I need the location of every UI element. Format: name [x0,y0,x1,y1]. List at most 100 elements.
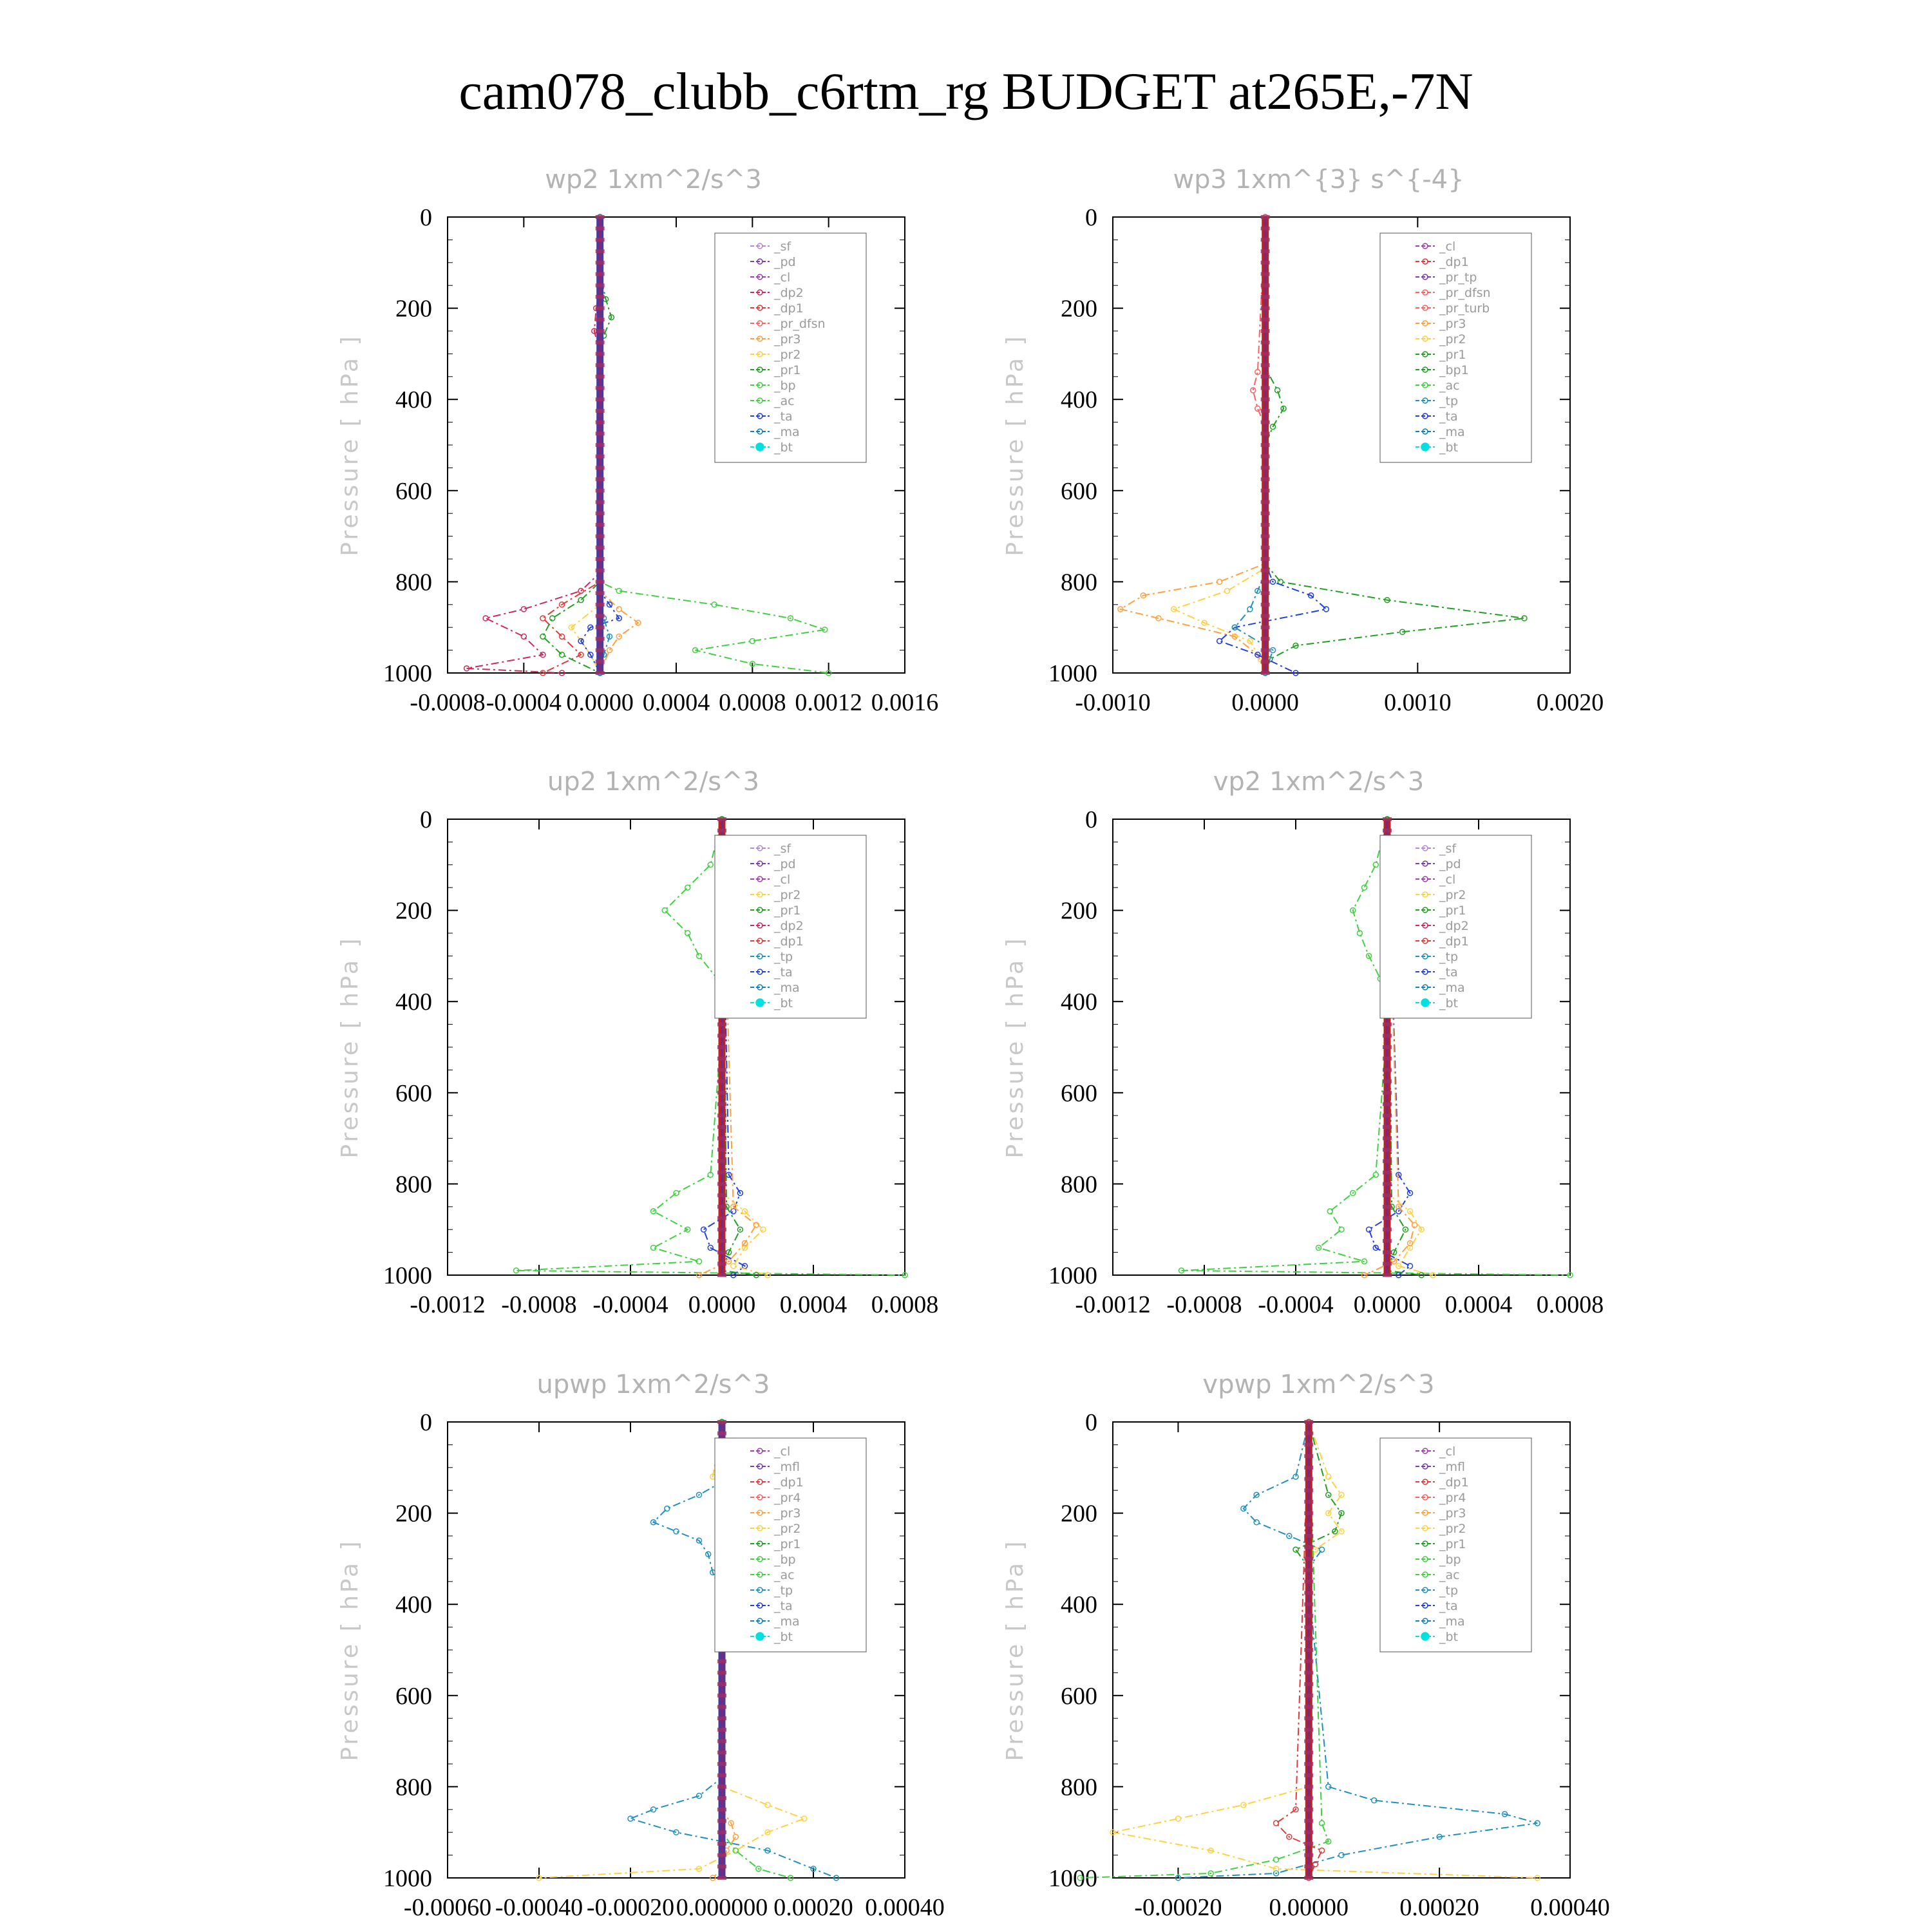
series-line [1275,1421,1323,1879]
legend-label: _bp [773,1553,796,1567]
zero-profile-marker [1260,294,1270,299]
data-point [1307,592,1314,599]
legend-box [1379,232,1532,463]
legend-marker [1422,907,1428,913]
legend-box [714,835,867,1019]
data-point [696,1272,703,1278]
legend-label: _dp1 [1439,934,1469,949]
data-point [1567,1272,1573,1278]
legend-label: _ta [1439,410,1458,424]
data-point [1269,647,1276,654]
legend-marker [1422,336,1428,342]
data-point [627,1815,634,1822]
data-point [1255,368,1261,375]
zero-profile-marker [1383,828,1392,833]
zero-profile-marker [717,1204,726,1209]
y-tick-label: 800 [1061,1774,1097,1801]
data-point [650,1519,657,1526]
legend-marker [757,305,763,311]
data-point [1406,1240,1414,1247]
data-point [578,638,584,645]
zero-profile-marker [717,1671,726,1675]
zero-profile-marker [1260,420,1270,424]
zero-profile-marker [595,568,605,573]
zero-profile-marker [717,1773,726,1777]
zero-profile-marker [1383,1034,1392,1038]
y-tick-label: 0 [420,806,432,833]
zero-profile-marker [1304,1648,1314,1652]
zero-profile-marker [717,1750,726,1755]
data-point [1274,387,1281,393]
data-point [1247,606,1253,612]
zero-profile-marker [1260,386,1270,390]
data-point [1280,405,1287,412]
zero-profile-marker [595,545,605,550]
data-point [661,907,668,914]
legend-label: _pr2 [773,888,800,902]
figure-title: cam078_clubb_c6rtm_rg BUDGET at265E,-7N [459,62,1473,120]
zero-profile-marker [1304,1841,1314,1846]
zero-profile-marker [717,1807,726,1812]
legend-marker [757,1448,763,1454]
data-point [1240,1801,1247,1808]
y-tick-label: 800 [395,1774,432,1801]
data-point [513,1267,520,1274]
zero-profile-marker [1260,591,1270,596]
zero-profile-marker [1260,614,1270,618]
x-tick-label: -0.0004 [1258,1291,1333,1318]
data-point [1365,952,1372,960]
data-point [1396,1263,1402,1269]
legend-box [1379,835,1532,1019]
legend-marker [1422,984,1428,990]
data-point [1396,1204,1402,1210]
x-tick-label: 0.0008 [719,689,786,716]
data-point [616,587,622,594]
zero-profile-marker [717,1079,726,1084]
y-tick-label: 600 [1061,1683,1097,1710]
y-tick-label: 200 [395,296,432,323]
zero-profile-marker [1260,602,1270,607]
zero-profile-marker [595,374,605,379]
data-point [664,1505,670,1512]
x-tick-label: 0.0000 [1354,1291,1421,1318]
zero-profile-marker [1260,580,1270,584]
y-tick-label: 1000 [383,1262,432,1289]
y-tick-label: 600 [395,478,432,505]
zero-profile-marker [717,1193,726,1198]
data-point [1430,1272,1436,1278]
series-line [721,819,757,1276]
legend-marker [757,320,763,327]
zero-profile-marker [1383,1262,1392,1266]
data-point [732,1833,739,1841]
zero-profile-marker [1304,1488,1314,1493]
zero-profile-marker [595,408,605,413]
data-point [1325,1473,1332,1480]
zero-profile-marker [1383,1124,1392,1129]
series-line [1264,217,1525,674]
legend-label: _ma [773,425,800,439]
data-point [741,1240,748,1247]
data-point [540,651,546,658]
zero-profile-marker [1383,1068,1392,1072]
legend-label: _ma [773,981,800,995]
data-point [1350,907,1356,914]
zero-profile-marker [1260,522,1270,527]
legend-box [1379,1437,1532,1653]
legend-marker [757,876,763,882]
y-tick-label: 200 [1061,898,1097,925]
series-line [542,217,601,674]
data-point [764,1847,771,1854]
zero-profile-marker [595,602,605,607]
data-point [1240,1505,1247,1512]
zero-profile-marker [717,1693,726,1698]
data-point [825,670,832,676]
zero-profile-marker [717,1262,726,1266]
zero-profile-marker [595,511,605,516]
data-point [568,624,575,630]
series-line [1294,1421,1343,1569]
legend-label: _ac [773,394,795,408]
zero-profile-marker [595,363,605,368]
zero-profile-marker [1260,511,1270,516]
legend-label: _bt [773,440,793,455]
data-point [725,1258,732,1265]
